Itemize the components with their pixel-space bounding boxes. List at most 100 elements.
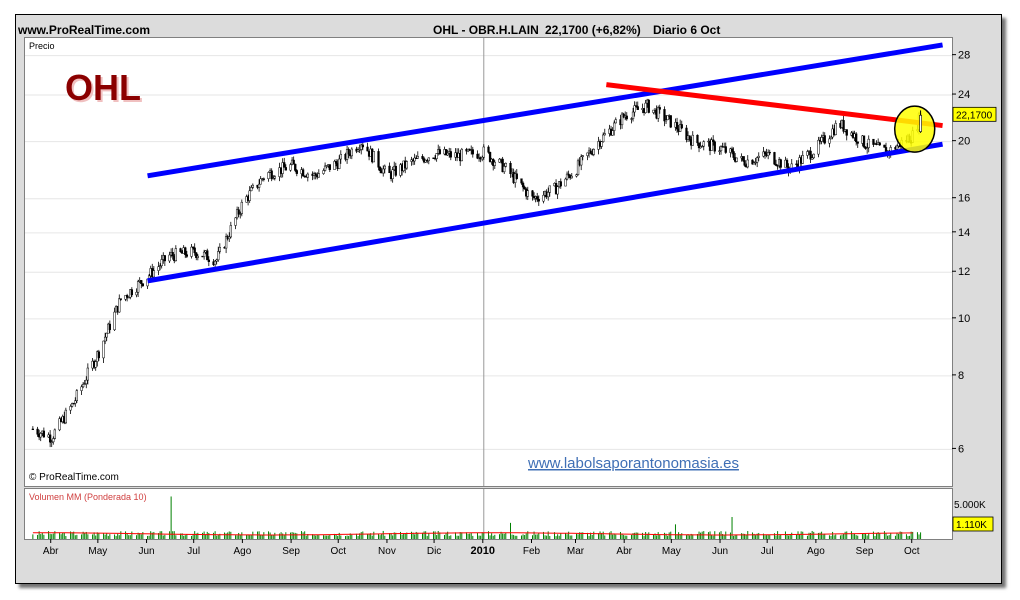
candle-body <box>179 248 182 252</box>
candle-body <box>589 150 592 154</box>
candle-body <box>80 386 83 391</box>
candle-body <box>190 246 193 257</box>
candle-body <box>413 157 416 162</box>
candle-body <box>702 141 705 147</box>
candle-body <box>751 159 754 165</box>
candle-body <box>427 157 430 161</box>
candle-body <box>130 289 133 296</box>
candle-body <box>185 254 188 257</box>
candle-body <box>405 161 408 169</box>
candle-body <box>752 162 756 165</box>
candle-body <box>580 156 583 166</box>
candle-body <box>872 138 875 145</box>
candle-body <box>565 173 569 180</box>
candle-body <box>724 146 727 153</box>
candle-body <box>548 185 551 193</box>
candle-body <box>234 217 237 226</box>
candle-body <box>630 118 633 120</box>
candle-body <box>206 250 209 261</box>
candle-body <box>862 135 866 148</box>
candle-body <box>444 149 448 156</box>
y-tick-label: 20 <box>958 136 970 148</box>
x-tick-label: Ago <box>807 546 825 557</box>
candle-body <box>113 311 116 331</box>
x-tick-label: Jul <box>187 546 200 557</box>
candle-body <box>647 99 650 113</box>
candle-body <box>845 129 848 136</box>
candle-body <box>70 403 74 407</box>
channel-lower-line <box>147 141 943 284</box>
candle-body <box>603 133 606 136</box>
candle-body <box>314 173 317 176</box>
candle-body <box>294 163 297 171</box>
candle-body <box>339 154 342 160</box>
candle-body <box>207 259 210 262</box>
candle-body <box>158 265 162 267</box>
candle-body <box>581 155 584 157</box>
candle-body <box>322 170 325 174</box>
candle-body <box>240 201 243 214</box>
candle-body <box>224 236 228 249</box>
candle-body <box>328 164 331 170</box>
x-axis: Abr May Jun Jul Ago Sep Oct Nov Dic 2010 Feb Mar Abr… <box>43 539 920 557</box>
candle-body <box>394 165 397 176</box>
candle-body <box>746 159 749 168</box>
candle-body <box>834 123 837 135</box>
candle-body <box>779 159 782 168</box>
y-tick-label: 14 <box>958 227 970 239</box>
candle-body <box>503 166 506 173</box>
candle-body <box>350 148 353 157</box>
candle-body <box>248 190 251 201</box>
volume-last-badge: 1.110K <box>952 516 994 532</box>
svg-text:22,1700: 22,1700 <box>956 110 993 121</box>
candle-body <box>567 173 570 176</box>
candle-body <box>237 209 240 215</box>
candle-body <box>476 153 479 159</box>
x-tick-label: Jul <box>761 546 774 557</box>
candle-body <box>388 165 391 174</box>
candle-body <box>152 270 155 278</box>
price-panel[interactable]: Precio OHL OHL © ProRealTime.com www.lab… <box>24 37 953 487</box>
candle-body <box>523 186 526 190</box>
candle-body <box>85 379 88 385</box>
candle-body <box>710 139 713 151</box>
candle-body <box>521 182 525 188</box>
candle-body <box>215 259 218 262</box>
candle-body <box>416 156 419 159</box>
candle-body <box>811 157 814 160</box>
candle-body <box>620 113 624 126</box>
candle-body <box>250 187 253 192</box>
x-tick-label: Oct <box>904 546 920 557</box>
candle-body <box>498 158 501 163</box>
candle-body <box>168 254 171 262</box>
site-name: www.ProRealTime.com <box>18 23 151 37</box>
x-tick-label: 2010 <box>471 545 495 557</box>
candle-body <box>756 157 759 163</box>
watermark-link[interactable]: www.labolsaporantonomasia.es <box>527 455 739 472</box>
volume-label: Volumen MM (Ponderada 10) <box>29 492 147 502</box>
candle-body <box>36 428 39 435</box>
candle-body <box>696 134 699 144</box>
candle-body <box>763 151 767 154</box>
candle-body <box>140 280 143 284</box>
volume-panel[interactable]: Volumen MM (Ponderada 10) <box>24 488 953 540</box>
x-tick-label: Feb <box>523 546 541 557</box>
candle-body <box>259 178 262 185</box>
candle-body <box>878 142 881 146</box>
candle-body <box>193 247 196 254</box>
x-tick-label: Nov <box>378 546 396 557</box>
candle-body <box>270 170 273 180</box>
x-tick-label: Jun <box>138 546 154 557</box>
candle-body <box>334 161 338 164</box>
candle-body <box>284 167 287 171</box>
candle-body <box>325 165 328 167</box>
x-tick-label: Abr <box>43 546 59 557</box>
channel-upper-line <box>147 42 943 179</box>
candle-body <box>292 159 295 165</box>
candle-body <box>743 160 746 166</box>
candle-body <box>366 146 369 152</box>
candle-body <box>658 107 661 110</box>
y-tick-label: 24 <box>958 89 970 101</box>
candle-body <box>657 107 660 119</box>
candle-body <box>50 441 53 443</box>
